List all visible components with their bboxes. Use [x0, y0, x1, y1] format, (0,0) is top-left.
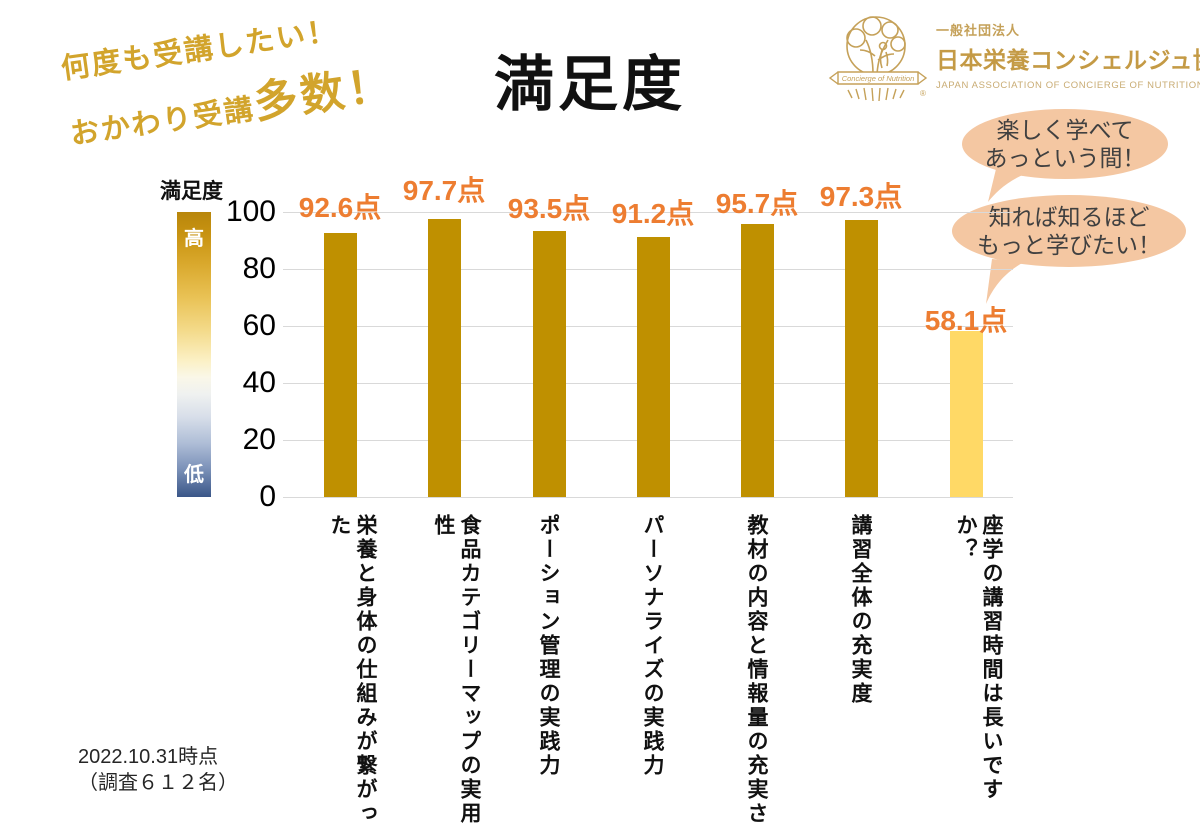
- value-label-6: 97.3点: [819, 181, 903, 212]
- category-label-7: 座学の講習時間は長いですか？: [954, 514, 1003, 802]
- y-tick-label: 20: [242, 423, 276, 456]
- value-label-5: 95.7点: [715, 188, 799, 219]
- footnote: 2022.10.31時点 （調査６１２名）: [78, 744, 238, 796]
- y-tick-label: 40: [242, 366, 276, 399]
- promo-line2-prefix: おかわり受講: [68, 93, 257, 151]
- org-logo: Concierge of Nutrition ® 一般社団法人 日本栄養コンシェ…: [826, 10, 1200, 110]
- category-label-3: ポーション管理の実践力: [537, 514, 560, 778]
- bar-7: [949, 331, 983, 497]
- promo-text: 何度も受講したい！ おかわり受講多数！: [58, 0, 397, 156]
- bar-2: [427, 218, 461, 497]
- speech-bubble-1-tail: [988, 169, 1030, 202]
- footnote-date: 2022.10.31時点: [78, 746, 219, 768]
- category-label-6: 講習全体の充実度: [849, 514, 872, 706]
- promo-line2-emphasis: 多数: [250, 66, 351, 129]
- tree-emblem-icon: Concierge of Nutrition ®: [828, 16, 928, 102]
- value-label-3: 93.5点: [507, 193, 591, 224]
- legend-title: 満足度: [160, 180, 223, 203]
- value-label-1: 92.6点: [298, 192, 382, 223]
- y-tick-label: 100: [225, 195, 276, 228]
- bar-1: [323, 233, 357, 497]
- category-label-1: 栄養と身体の仕組みが繋がった: [328, 514, 377, 826]
- speech-bubble-2-tail: [986, 259, 1024, 304]
- page-title: 満足度: [494, 51, 686, 118]
- value-label-2: 97.7点: [402, 175, 486, 206]
- bar-6: [844, 219, 878, 497]
- speech-bubble-1-line1: 楽しく学べて: [996, 117, 1134, 143]
- bar-3: [532, 230, 566, 497]
- logo-org-type: 一般社団法人: [936, 23, 1021, 38]
- logo-org-name-en: JAPAN ASSOCIATION OF CONCIERGE OF NUTRIT…: [936, 80, 1200, 91]
- value-label-4: 91.2点: [611, 198, 695, 229]
- category-label-5: 教材の内容と情報量の充実さ: [745, 514, 768, 826]
- registered-mark: ®: [920, 89, 926, 98]
- value-label-7: 58.1点: [924, 305, 1008, 336]
- gridline-100: [283, 212, 1013, 213]
- logo-org-name: 日本栄養コンシェルジュ協会: [936, 47, 1200, 73]
- gridline-0: [283, 497, 1013, 498]
- y-tick-label: 80: [242, 252, 276, 285]
- legend-low-label: 低: [184, 464, 204, 486]
- promo-line2-suffix: ！: [343, 59, 398, 115]
- legend-gradient-bar: 高 低: [177, 212, 211, 497]
- bar-5: [740, 224, 774, 497]
- speech-bubble-2-line2: もっと学びたい！: [977, 232, 1161, 258]
- speech-bubble-1: 楽しく学べて あっという間！: [962, 109, 1168, 179]
- speech-bubble-2-line1: 知れば知るほど: [988, 204, 1150, 230]
- bar-4: [636, 237, 670, 497]
- footnote-sample: （調査６１２名）: [78, 772, 238, 794]
- logo-text: 一般社団法人 日本栄養コンシェルジュ協会 JAPAN ASSOCIATION O…: [936, 20, 1200, 91]
- y-tick-label: 0: [259, 480, 276, 513]
- legend-high-label: 高: [184, 228, 204, 250]
- speech-bubble-2: 知れば知るほど もっと学びたい！: [952, 195, 1186, 267]
- banner-text: Concierge of Nutrition: [842, 74, 915, 83]
- category-label-4: パーソナライズの実践力: [641, 514, 664, 778]
- category-label-2: 食品カテゴリーマップの実用性: [432, 514, 481, 826]
- speech-bubble-1-line2: あっという間！: [984, 145, 1146, 171]
- y-tick-label: 60: [242, 309, 276, 342]
